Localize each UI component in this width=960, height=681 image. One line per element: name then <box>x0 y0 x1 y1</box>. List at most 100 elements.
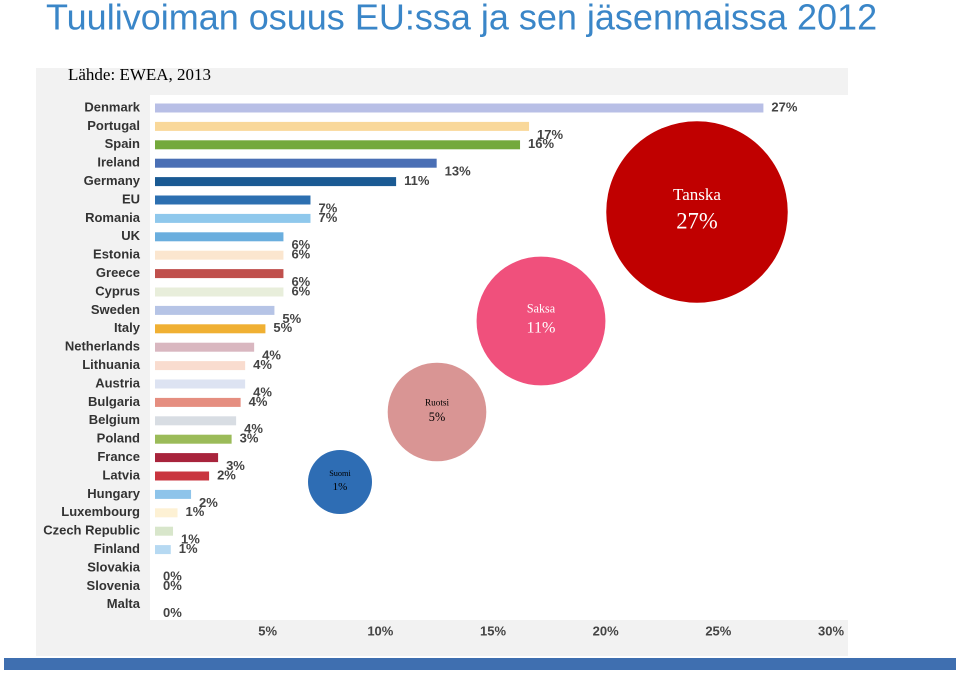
category-label: Latvia <box>102 467 140 482</box>
bubble-label: Ruotsi <box>425 397 450 407</box>
value-label: 4% <box>253 384 272 399</box>
bubble <box>606 121 788 303</box>
category-label: Slovakia <box>87 559 141 574</box>
bar <box>155 379 246 389</box>
bar <box>155 489 192 499</box>
category-label: Lithuania <box>82 357 141 372</box>
bar <box>155 177 397 187</box>
value-label: 13% <box>445 164 471 179</box>
bar <box>155 121 530 131</box>
x-tick-label: 5% <box>258 623 277 638</box>
x-tick-label: 25% <box>705 623 731 638</box>
bar <box>155 471 210 481</box>
bar <box>155 250 284 260</box>
category-label: Slovenia <box>87 578 141 593</box>
value-label: 16% <box>528 136 554 151</box>
bar <box>155 324 266 334</box>
category-label: Italy <box>114 320 141 335</box>
bar <box>155 397 241 407</box>
bar <box>155 545 171 555</box>
category-label: Estonia <box>93 247 141 262</box>
bubble <box>476 256 606 386</box>
value-label: 5% <box>282 311 301 326</box>
category-label: Cyprus <box>95 283 140 298</box>
category-label: Romania <box>85 210 141 225</box>
bar <box>155 416 237 426</box>
value-label: 1% <box>186 504 205 519</box>
category-label: France <box>97 449 140 464</box>
value-label: 0% <box>163 578 182 593</box>
category-label: Hungary <box>87 486 141 501</box>
bubble-label: Tanska <box>673 185 721 204</box>
value-label: 2% <box>217 467 236 482</box>
value-label: 6% <box>291 283 310 298</box>
value-label: 3% <box>226 458 245 473</box>
bar <box>155 305 275 315</box>
value-label: 11% <box>404 173 430 188</box>
bar <box>155 287 284 297</box>
category-label: Malta <box>107 596 141 611</box>
category-label: Ireland <box>97 155 140 170</box>
category-label: Portugal <box>87 118 140 133</box>
category-label: Greece <box>96 265 140 280</box>
value-label: 4% <box>244 421 263 436</box>
value-label: 4% <box>249 394 268 409</box>
value-label: 4% <box>262 348 281 363</box>
value-label: 1% <box>181 532 200 547</box>
category-label: Austria <box>95 375 141 390</box>
category-label: Sweden <box>91 302 140 317</box>
value-label: 3% <box>240 431 259 446</box>
category-label: UK <box>121 228 140 243</box>
bar <box>155 269 284 279</box>
value-label: 2% <box>199 495 218 510</box>
value-label: 1% <box>179 541 198 556</box>
category-label: Netherlands <box>65 339 140 354</box>
value-label: 4% <box>253 357 272 372</box>
bar <box>155 526 174 536</box>
value-label: 5% <box>273 320 292 335</box>
x-tick-label: 15% <box>480 623 506 638</box>
bubble-label: Suomi <box>329 469 351 478</box>
bubble-value: 5% <box>429 410 445 424</box>
category-label: Finland <box>94 541 140 556</box>
bar <box>155 103 764 113</box>
bubble <box>308 450 372 514</box>
bubble-value: 1% <box>333 481 348 493</box>
bubble-value: 11% <box>527 320 556 337</box>
category-label: Poland <box>97 431 140 446</box>
value-label: 7% <box>318 200 337 215</box>
value-label: 6% <box>291 237 310 252</box>
category-label: Spain <box>105 136 140 151</box>
category-label: Denmark <box>84 99 140 114</box>
bar <box>155 140 521 150</box>
value-label: 7% <box>318 210 337 225</box>
bubble-label: Saksa <box>527 301 556 315</box>
value-label: 17% <box>537 127 563 142</box>
bar <box>155 232 284 242</box>
chart-subtitle: Lähde: EWEA, 2013 <box>68 65 211 84</box>
chart-title: Tuulivoiman osuus EU:ssa ja sen jäsenmai… <box>46 0 877 38</box>
bar <box>155 213 311 223</box>
value-label: 0% <box>163 605 182 620</box>
value-label: 0% <box>163 568 182 583</box>
category-label: Bulgaria <box>88 394 141 409</box>
bubble-value: 27% <box>676 209 718 234</box>
bubble <box>387 362 487 462</box>
bar <box>155 195 311 205</box>
bar <box>155 453 219 463</box>
bar <box>155 434 232 444</box>
bar <box>155 361 246 371</box>
x-tick-label: 10% <box>367 623 393 638</box>
value-label: 27% <box>771 99 797 114</box>
footer-bar <box>4 658 956 670</box>
category-label: Luxembourg <box>61 504 140 519</box>
bar <box>155 342 255 352</box>
bar <box>155 508 178 518</box>
value-label: 6% <box>291 247 310 262</box>
bar <box>155 158 437 168</box>
category-label: Belgium <box>89 412 140 427</box>
x-tick-label: 30% <box>818 623 844 638</box>
x-tick-label: 20% <box>593 623 619 638</box>
